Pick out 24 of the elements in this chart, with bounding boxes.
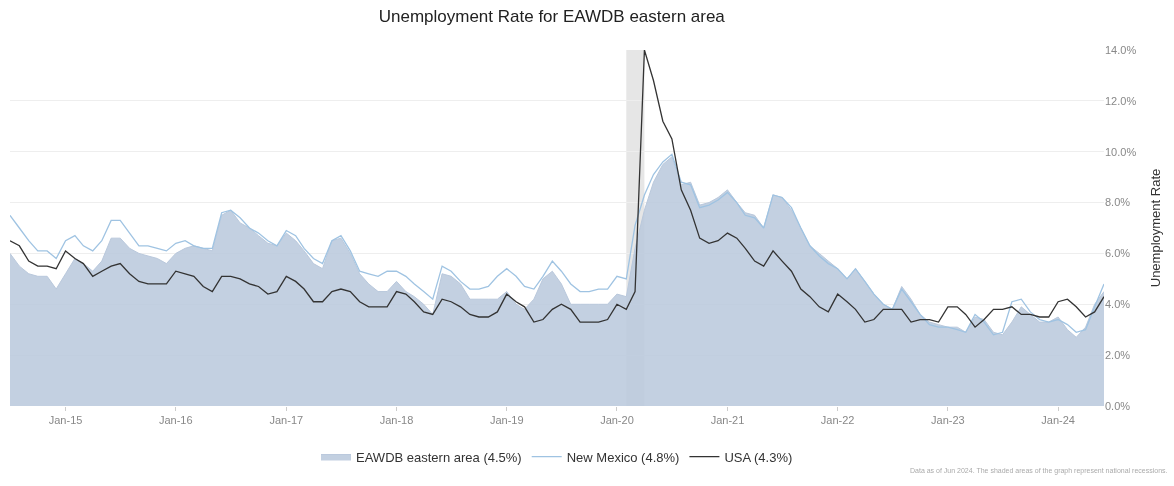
legend-label: EAWDB eastern area (4.5%) <box>356 449 522 465</box>
y-tick-label: 10.0% <box>1105 145 1137 158</box>
y-tick-label: 0.0% <box>1105 399 1131 412</box>
y-tick-label: 12.0% <box>1105 94 1137 107</box>
x-tick-label: Jan-17 <box>269 414 304 427</box>
y-axis-title: Unemployment Rate <box>1148 168 1164 288</box>
x-tick-label: Jan-24 <box>1041 414 1075 427</box>
x-tick-label: Jan-16 <box>158 414 193 427</box>
line-series <box>10 50 1104 328</box>
y-tick-label: 6.0% <box>1105 247 1131 260</box>
y-tick-label: 8.0% <box>1105 196 1131 209</box>
legend-label: New Mexico (4.8%) <box>566 449 680 465</box>
y-tick-label: 14.0% <box>1105 43 1137 56</box>
x-tick-label: Jan-18 <box>379 414 414 427</box>
x-tick-label: Jan-15 <box>48 414 83 427</box>
x-tick-label: Jan-21 <box>710 414 745 427</box>
y-tick-label: 4.0% <box>1105 298 1131 311</box>
x-tick-label: Jan-22 <box>820 414 855 427</box>
legend-label: USA (4.3%) <box>724 449 793 465</box>
x-tick-label: Jan-23 <box>931 414 965 427</box>
chart-title: Unemployment Rate for EAWDB eastern area <box>378 6 726 26</box>
x-tick-label: Jan-19 <box>489 414 524 427</box>
x-tick-label: Jan-20 <box>600 414 634 427</box>
y-tick-label: 2.0% <box>1105 348 1131 361</box>
